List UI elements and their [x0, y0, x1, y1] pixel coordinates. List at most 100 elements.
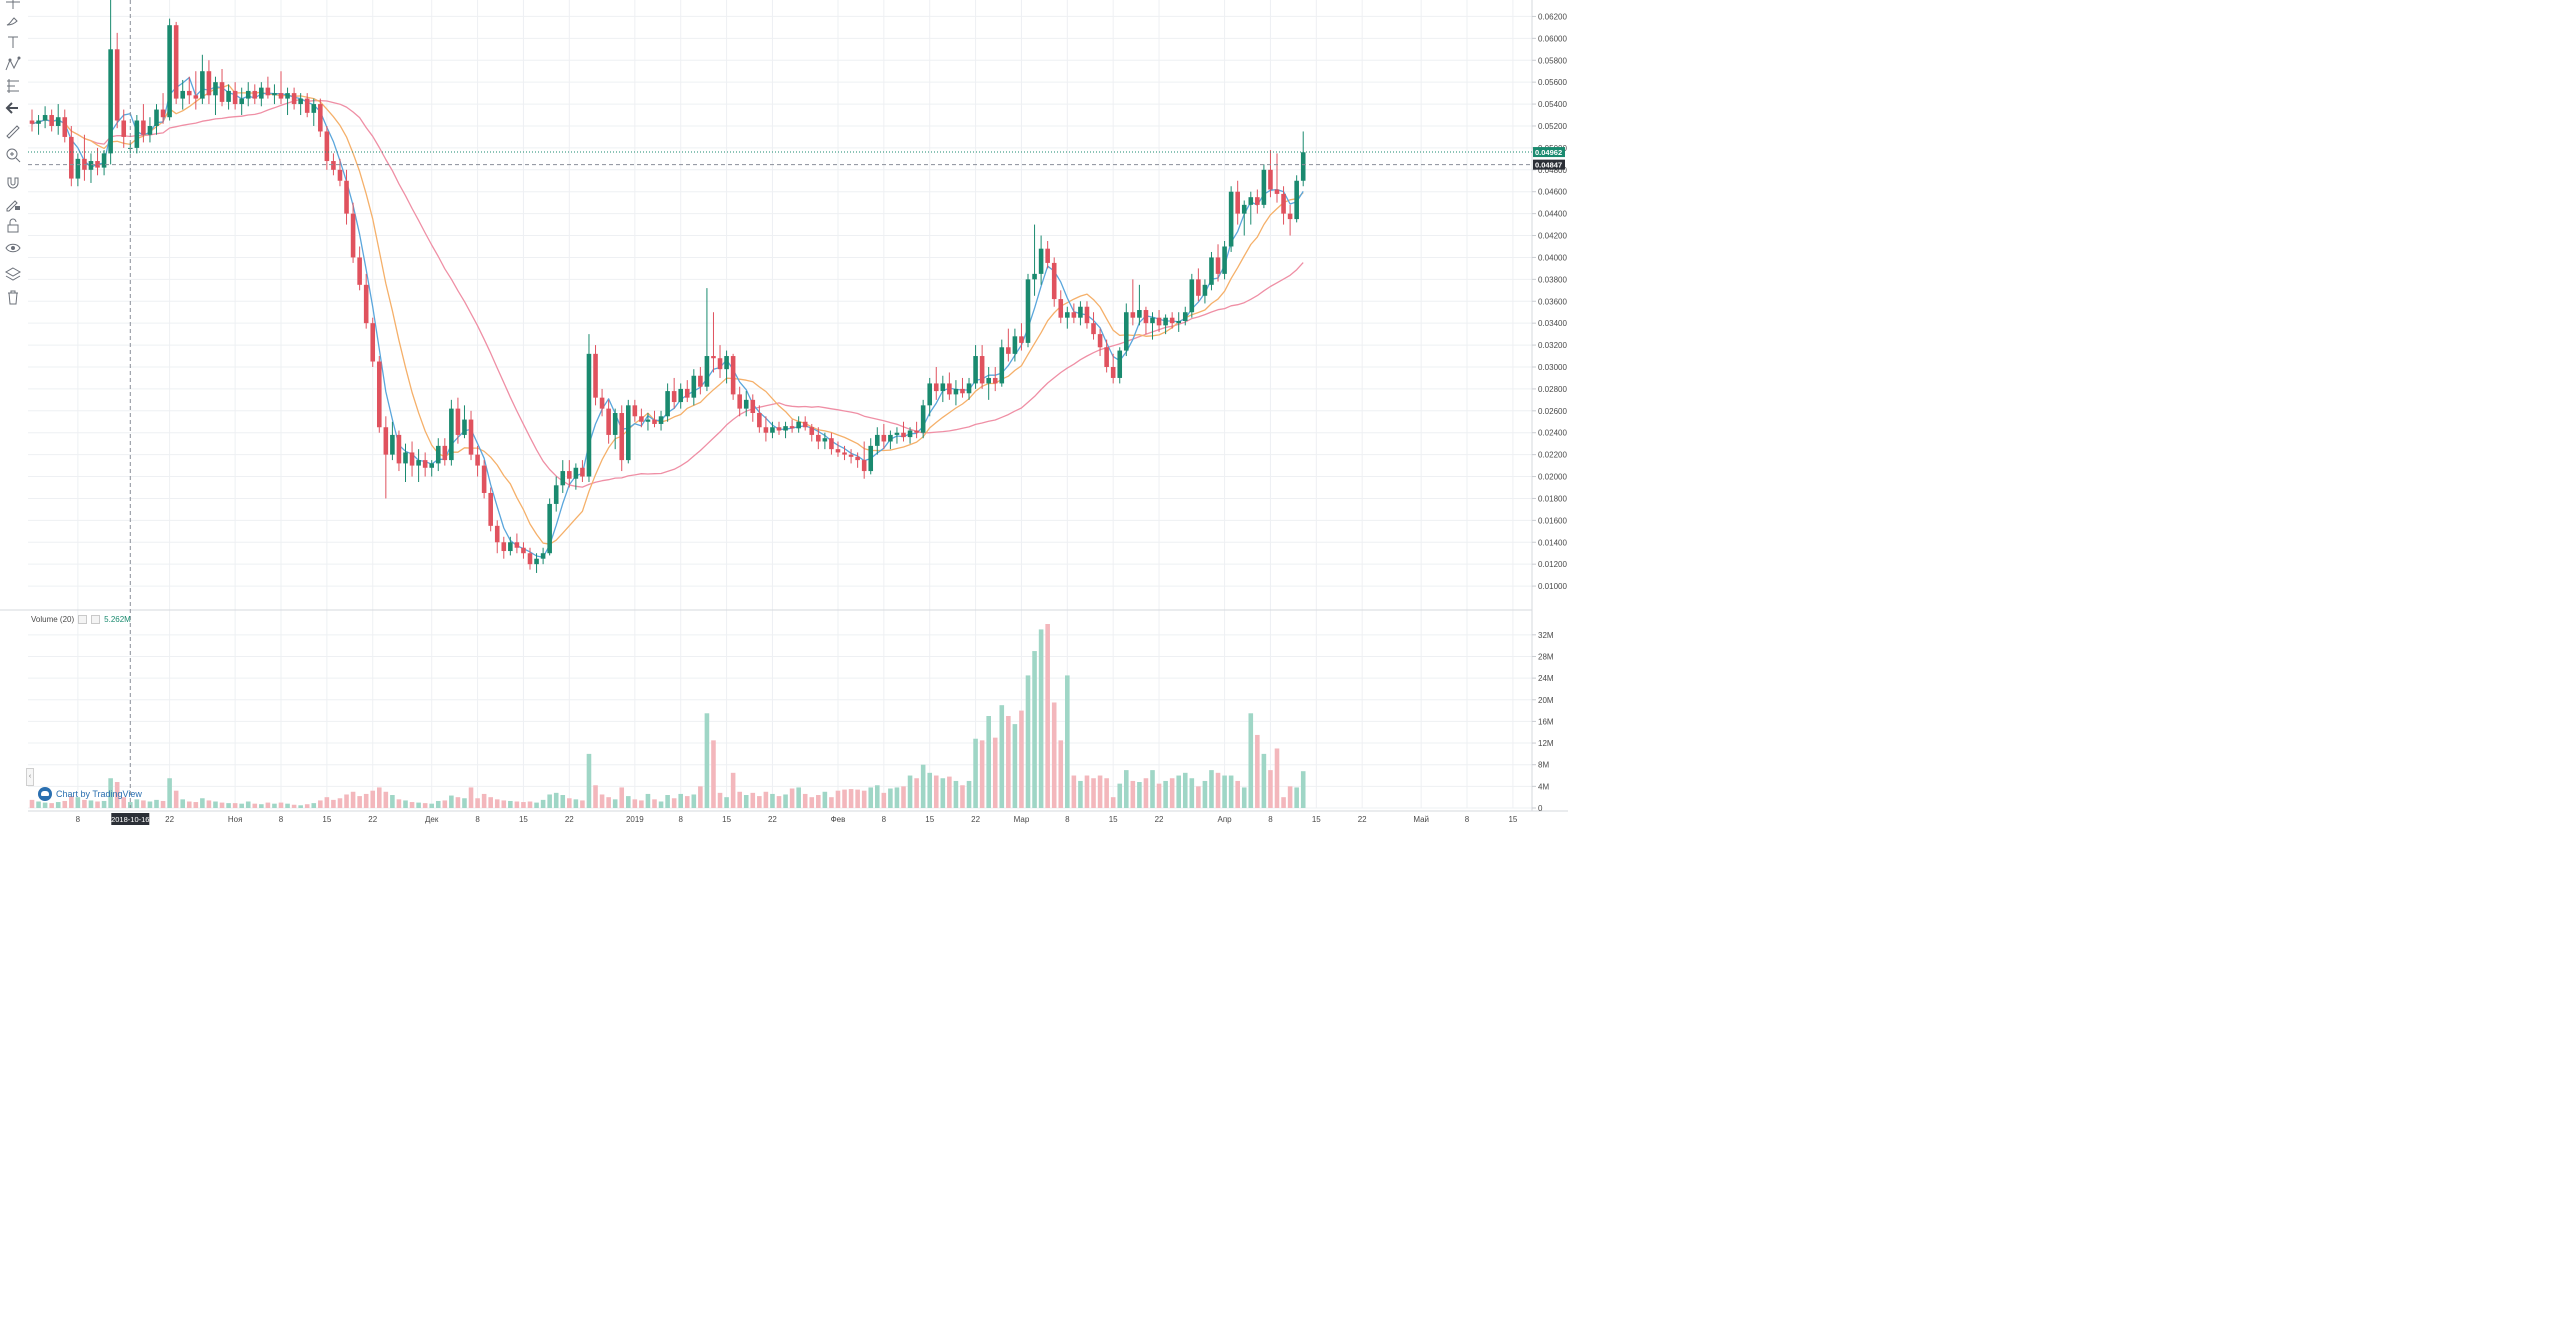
volume-bar [979, 740, 985, 808]
candle-body [206, 71, 212, 96]
candle-body [1104, 347, 1109, 367]
volume-bar [344, 794, 349, 808]
time-tick-label: 8 [76, 815, 81, 824]
volume-bar [1235, 780, 1240, 808]
volume-bar [259, 804, 264, 808]
price-tick-label: 0.03000 [1538, 363, 1567, 372]
tradingview-branding[interactable]: Chart by TradingView [38, 787, 142, 801]
candle-body [252, 90, 258, 99]
candle-body [88, 161, 94, 170]
volume-bar [390, 795, 395, 808]
candle-body [1150, 317, 1155, 324]
brush-icon[interactable] [3, 10, 23, 30]
volume-bar [193, 802, 199, 808]
candle-body [36, 120, 41, 124]
candle-body [691, 375, 697, 398]
eye-icon[interactable] [3, 238, 23, 258]
volume-bar [160, 800, 166, 808]
volume-bar [1130, 780, 1136, 808]
volume-bar [114, 782, 120, 808]
candle-body [226, 90, 231, 102]
price-tick-label: 0.01000 [1538, 582, 1567, 591]
candle-body [527, 553, 533, 565]
volume-bar [455, 797, 461, 808]
lock-icon[interactable] [3, 216, 23, 236]
candle-body [986, 377, 991, 384]
volume-bar [396, 799, 402, 808]
volume-bar [1091, 778, 1096, 808]
time-tick-label: 22 [971, 815, 980, 824]
volume-bar [639, 800, 644, 808]
candle-body [625, 405, 631, 461]
candle-body [960, 388, 965, 394]
volume-bar [514, 801, 520, 808]
pencil-lock-icon[interactable] [3, 194, 23, 214]
candle-body [193, 95, 199, 99]
candle-body [848, 454, 854, 457]
magnet-icon[interactable] [3, 172, 23, 192]
candle-body [363, 284, 369, 324]
candle-body [966, 383, 972, 394]
back-arrow-icon[interactable] [3, 98, 23, 118]
volume-bar [1150, 770, 1155, 808]
volume-bar [1281, 797, 1286, 808]
candle-body [743, 399, 749, 409]
volume-bar [285, 803, 290, 808]
volume-bar [1012, 724, 1018, 808]
candle-body [1045, 248, 1050, 263]
volume-bar [999, 705, 1005, 808]
collapse-toggle[interactable]: ‹ [26, 768, 34, 786]
layers-icon[interactable] [3, 264, 23, 284]
volume-bar [1300, 771, 1306, 808]
candle-body [1032, 273, 1037, 280]
volume-bar [645, 793, 651, 808]
price-chart[interactable]: 0.06200 0.06000 0.05800 0.05600 0.05400 0.052… [0, 0, 1568, 825]
volume-bar [422, 803, 428, 808]
pattern-icon[interactable] [3, 54, 23, 74]
text-icon[interactable] [3, 32, 23, 52]
candle-body [278, 93, 284, 99]
time-tick-label: 8 [678, 815, 683, 824]
time-tick-label: 8 [1065, 815, 1070, 824]
volume-bar [606, 797, 611, 808]
zoom-in-icon[interactable] [3, 145, 23, 165]
candle-body [1137, 310, 1142, 318]
volume-bar [121, 797, 127, 808]
candle-body [298, 98, 303, 105]
candle-body [973, 356, 978, 384]
candle-body [933, 383, 939, 392]
volume-bar [658, 801, 664, 808]
volume-bar [429, 803, 435, 808]
candle-body [95, 161, 100, 168]
volume-bar [534, 802, 539, 808]
candle-body [101, 153, 107, 168]
crosshair-icon[interactable] [3, 0, 23, 12]
price-tick-label: 0.03800 [1538, 275, 1567, 284]
time-tick-label: 15 [519, 815, 528, 824]
price-tick-label: 0.06000 [1538, 34, 1567, 43]
volume-bar [213, 801, 218, 808]
volume-bar [1261, 753, 1267, 808]
candle-body [55, 117, 61, 126]
candle-body [593, 353, 598, 398]
volume-bar [1248, 713, 1254, 808]
candle-body [1051, 262, 1057, 300]
volume-bar [154, 799, 159, 808]
volume-bar [88, 800, 94, 808]
candle-body [376, 361, 382, 428]
volume-bar [757, 796, 762, 808]
time-tick-label: 8 [882, 815, 887, 824]
volume-bar [36, 801, 41, 808]
candle-body [914, 430, 919, 433]
candle-body [1038, 248, 1044, 274]
volume-remove-button[interactable] [91, 615, 101, 624]
trash-icon[interactable] [3, 287, 23, 307]
volume-settings-button[interactable] [78, 615, 88, 624]
volume-bar [776, 796, 782, 808]
tradingview-logo-icon [38, 787, 52, 801]
candle-body [350, 213, 356, 258]
candle-body [1300, 152, 1306, 181]
last-price-badge: 0.04962 [1533, 147, 1565, 158]
ruler-icon[interactable] [3, 122, 23, 142]
measure-icon[interactable] [3, 76, 23, 96]
